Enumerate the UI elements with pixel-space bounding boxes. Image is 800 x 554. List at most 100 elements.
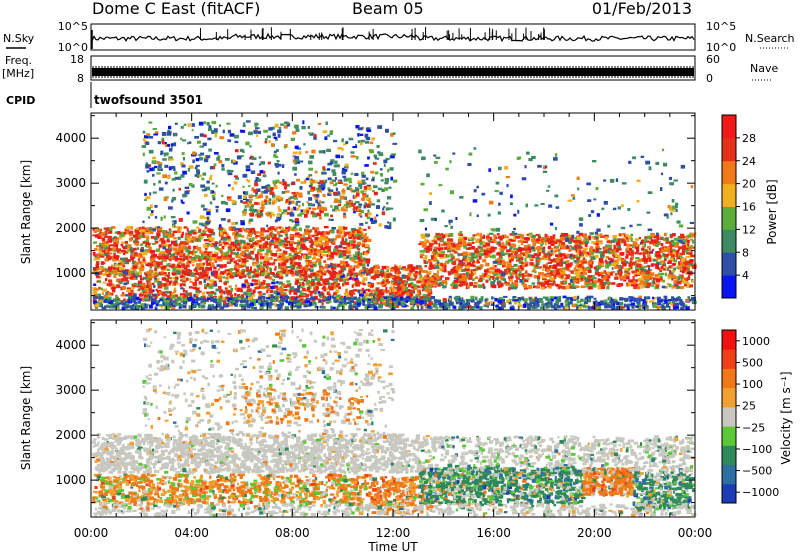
range-gate-cell	[173, 287, 177, 292]
range-gate-cell	[450, 268, 454, 272]
range-gate-cell	[281, 262, 287, 266]
range-gate-cell	[418, 289, 421, 293]
range-gate-cell	[609, 250, 613, 254]
range-gate-cell	[94, 226, 98, 231]
range-gate-cell	[188, 292, 193, 297]
range-gate-cell	[532, 242, 536, 247]
range-gate-cell	[681, 236, 686, 239]
range-gate-cell	[185, 248, 189, 253]
range-gate-cell	[573, 267, 577, 272]
range-gate-cell	[216, 256, 222, 259]
range-gate-cell	[167, 248, 173, 252]
range-gate-cell	[382, 279, 386, 282]
range-gate-cell	[503, 246, 508, 249]
power-heatmap-cells	[92, 120, 697, 311]
range-gate-cell	[264, 252, 269, 256]
range-gate-cell	[433, 273, 438, 277]
range-gate-cell	[257, 286, 261, 289]
range-gate-cell	[299, 233, 302, 237]
range-gate-cell	[231, 246, 235, 250]
range-gate-cell	[477, 239, 482, 243]
range-gate-cell	[649, 277, 652, 280]
range-gate-cell	[266, 244, 270, 248]
range-gate-cell	[150, 255, 154, 259]
range-gate-cell	[541, 275, 545, 279]
range-gate-cell	[234, 239, 239, 243]
range-gate-cell	[681, 274, 684, 279]
range-gate-cell	[304, 247, 308, 250]
range-gate-cell	[613, 239, 618, 242]
range-gate-cell	[364, 252, 368, 256]
range-gate-cell	[222, 241, 227, 244]
range-gate-cell	[99, 233, 104, 237]
range-gate-cell	[267, 267, 271, 271]
range-gate-cell	[428, 270, 432, 274]
range-gate-cell	[647, 285, 650, 289]
freq-trace-ticks	[92, 66, 694, 78]
range-gate-cell	[169, 230, 172, 233]
range-gate-cell	[355, 229, 361, 232]
range-gate-cell	[247, 242, 250, 246]
range-gate-cell	[486, 235, 490, 240]
range-gate-cell	[209, 237, 215, 241]
range-gate-cell	[644, 240, 650, 243]
range-gate-cell	[367, 288, 371, 292]
range-gate-cell	[312, 265, 315, 268]
range-gate-cell	[298, 269, 304, 274]
range-gate-cell	[224, 281, 228, 286]
range-gate-cell	[565, 274, 571, 278]
range-gate-cell	[137, 258, 141, 262]
range-gate-cell	[241, 245, 244, 250]
range-gate-cell	[312, 272, 316, 276]
range-gate-cell	[120, 278, 126, 282]
range-gate-cell	[213, 258, 218, 262]
range-gate-cell	[575, 269, 580, 272]
range-gate-cell	[289, 243, 293, 247]
range-gate-cell	[633, 286, 637, 290]
range-gate-cell	[282, 288, 288, 292]
range-gate-cell	[447, 235, 450, 238]
range-gate-cell	[107, 230, 113, 234]
range-gate-cell	[269, 233, 272, 236]
range-gate-cell	[457, 243, 462, 248]
range-gate-cell	[282, 245, 288, 248]
range-gate-cell	[276, 231, 281, 235]
range-gate-cell	[519, 247, 523, 252]
range-gate-cell	[325, 299, 329, 304]
range-gate-cell	[104, 235, 109, 238]
range-gate-cell	[203, 239, 209, 242]
range-gate-cell	[439, 281, 444, 286]
range-gate-cell	[453, 251, 458, 254]
range-gate-cell	[189, 280, 193, 283]
range-gate-cell	[511, 257, 514, 261]
range-gate-cell	[489, 255, 493, 258]
range-gate-cell	[606, 271, 611, 275]
range-gate-cell	[197, 235, 202, 240]
range-gate-cell	[241, 285, 247, 289]
range-gate-cell	[123, 282, 128, 286]
range-gate-cell	[218, 278, 223, 283]
range-gate-cell	[106, 241, 109, 244]
range-gate-cell	[336, 245, 340, 248]
range-gate-cell	[443, 262, 447, 266]
range-gate-cell	[122, 246, 128, 249]
range-gate-cell	[656, 256, 659, 261]
range-gate-cell	[302, 233, 305, 236]
range-gate-cell	[560, 242, 566, 245]
range-gate-cell	[397, 286, 402, 291]
range-gate-cell	[366, 258, 371, 262]
range-gate-cell	[624, 260, 628, 264]
range-gate-cell	[130, 256, 134, 261]
range-gate-cell	[313, 241, 319, 246]
range-gate-cell	[566, 253, 570, 257]
range-gate-cell	[664, 266, 668, 269]
range-gate-cell	[194, 254, 200, 259]
range-gate-cell	[629, 300, 632, 303]
range-gate-cell	[633, 299, 638, 303]
range-gate-cell	[450, 258, 454, 261]
range-gate-cell	[459, 278, 464, 282]
range-gate-cell	[520, 238, 525, 242]
range-gate-cell	[669, 270, 672, 274]
range-gate-cell	[157, 264, 161, 267]
